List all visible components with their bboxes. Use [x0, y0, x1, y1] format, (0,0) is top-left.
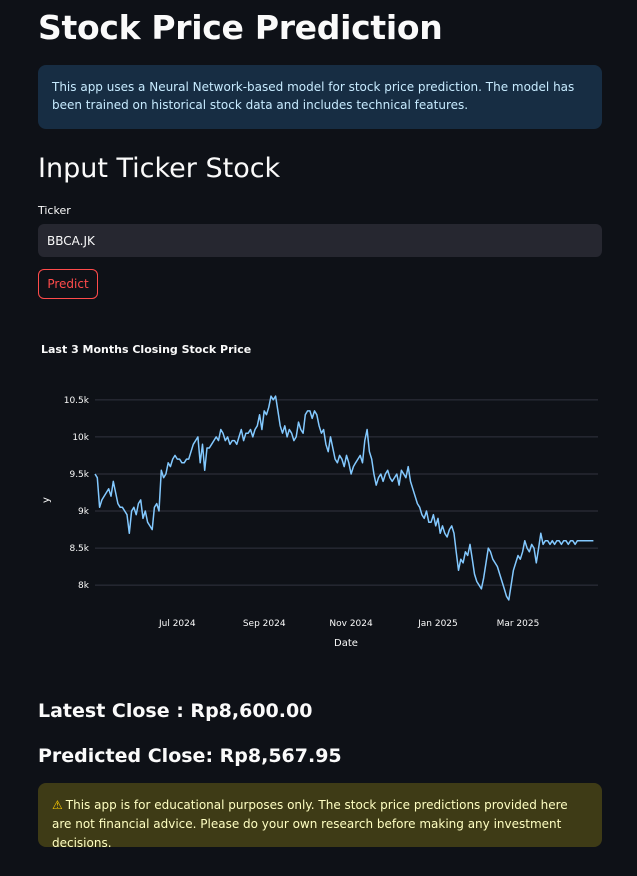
y-tick-label: 8.5k [69, 544, 89, 554]
chart-title: Last 3 Months Closing Stock Price [41, 343, 251, 356]
warning-banner: ⚠ This app is for educational purposes on… [38, 783, 602, 847]
info-banner: This app uses a Neural Network-based mod… [38, 65, 602, 129]
y-tick-label: 9.5k [69, 470, 89, 480]
close-price-line [95, 396, 593, 600]
section-title: Input Ticker Stock [38, 153, 280, 184]
chart-y-ticks: 8k 8.5k 9k 9.5k 10k 10.5k [64, 396, 90, 591]
warning-text: This app is for educational purposes onl… [52, 798, 568, 850]
latest-close: Latest Close : Rp8,600.00 [38, 700, 312, 722]
chart-x-label: Date [334, 638, 358, 649]
x-tick-label: Jan 2025 [417, 619, 458, 629]
x-tick-label: Sep 2024 [243, 619, 286, 629]
predict-button[interactable]: Predict [38, 269, 98, 299]
y-tick-label: 8k [78, 581, 90, 591]
page-title: Stock Price Prediction [38, 8, 442, 47]
x-tick-label: Mar 2025 [497, 619, 540, 629]
chart-y-label: y [41, 497, 52, 503]
warning-icon: ⚠ [52, 798, 63, 812]
y-tick-label: 10k [72, 433, 89, 443]
ticker-input[interactable] [38, 224, 602, 257]
y-tick-label: 10.5k [64, 396, 90, 406]
ticker-label: Ticker [38, 204, 71, 217]
y-tick-label: 9k [78, 507, 90, 517]
closing-price-chart: Last 3 Months Closing Stock Price 8k 8.5k… [38, 330, 602, 660]
chart-x-ticks: Jul 2024 Sep 2024 Nov 2024 Jan 2025 Mar 2025 [158, 619, 539, 629]
x-tick-label: Nov 2024 [329, 619, 373, 629]
x-tick-label: Jul 2024 [158, 619, 196, 629]
chart-gridlines [95, 400, 598, 585]
predicted-close: Predicted Close: Rp8,567.95 [38, 745, 342, 767]
